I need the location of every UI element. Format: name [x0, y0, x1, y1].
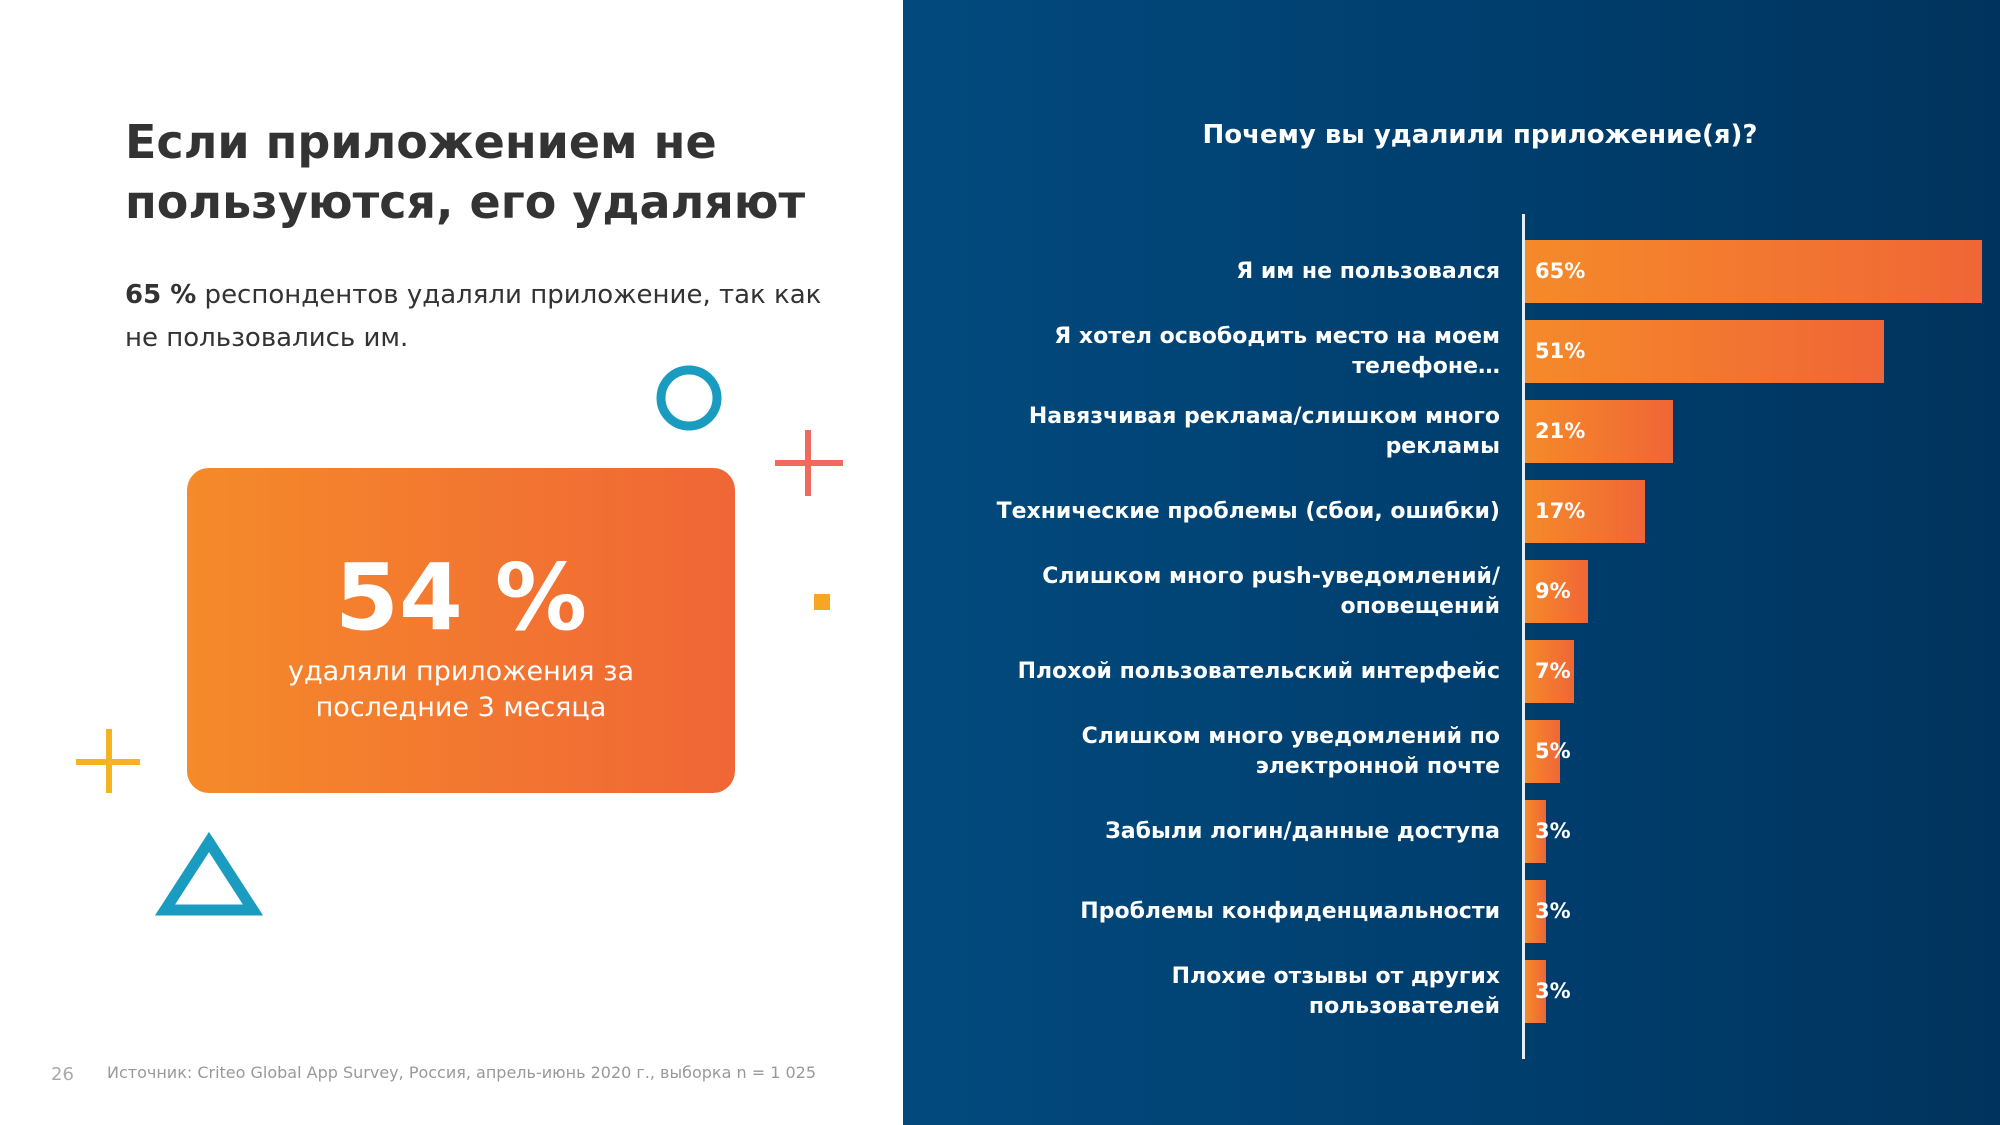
bar: [1525, 720, 1561, 783]
highlight-card: 54 % удаляли приложения за последние 3 м…: [187, 468, 735, 793]
circle-decoration-icon: [656, 365, 722, 431]
category-label-text: Навязчивая реклама/слишком много рекламы: [1028, 403, 1500, 459]
bar-value-label: 3%: [1535, 899, 1571, 923]
category-label: Технические проблемы (сбои, ошибки): [980, 480, 1500, 543]
square-decoration-icon: [814, 594, 830, 610]
category-label-text: Слишком много push-уведомлений/оповещени…: [1042, 563, 1500, 619]
category-label-text: Я хотел освободить место на моем телефон…: [1054, 323, 1500, 379]
highlight-text-line: удаляли приложения за: [287, 656, 635, 687]
bar: [1525, 240, 1982, 303]
category-label-text: Плохой пользовательский интерфейс: [1017, 658, 1500, 684]
highlight-text: удаляли приложения за последние 3 месяца: [187, 654, 735, 726]
highlight-value: 54 %: [334, 544, 588, 651]
category-label-text: Проблемы конфиденциальности: [1080, 898, 1500, 924]
subtitle-highlight: 65 %: [125, 280, 197, 310]
category-label: Слишком много уведомлений по электронной…: [980, 720, 1500, 783]
bar: [1525, 480, 1645, 543]
bar-value-label: 51%: [1535, 339, 1586, 363]
category-label-text: Я им не пользовался: [1236, 258, 1500, 284]
left-panel: Если приложением не пользуются, его удал…: [0, 0, 903, 1125]
bar-value-label: 3%: [1535, 819, 1571, 843]
category-label-text: Технические проблемы (сбои, ошибки): [996, 498, 1500, 524]
category-label-text: Слишком много уведомлений по электронной…: [1081, 723, 1500, 779]
bar: [1525, 400, 1673, 463]
subtitle: 65 % респондентов удаляли приложение, та…: [125, 274, 825, 360]
bar: [1525, 320, 1884, 383]
title-line: Если приложением не: [125, 115, 717, 169]
chart-title: Почему вы удалили приложение(я)?: [1202, 120, 1758, 150]
plus-decoration-icon: [76, 729, 140, 793]
bar-value-label: 7%: [1535, 659, 1571, 683]
category-label: Навязчивая реклама/слишком много рекламы: [980, 400, 1500, 463]
category-label: Проблемы конфиденциальности: [980, 880, 1500, 943]
category-label-text: Забыли логин/данные доступа: [1105, 818, 1500, 844]
bar-value-label: 3%: [1535, 979, 1571, 1003]
category-label: Слишком много push-уведомлений/оповещени…: [980, 560, 1500, 623]
bar: [1525, 560, 1589, 623]
bar-value-label: 17%: [1535, 499, 1586, 523]
bar-value-label: 21%: [1535, 419, 1586, 443]
page-number: 26: [51, 1064, 74, 1085]
bar: [1525, 800, 1547, 863]
triangle-decoration-icon: [155, 832, 263, 916]
category-label: Я хотел освободить место на моем телефон…: [980, 320, 1500, 383]
page-title: Если приложением не пользуются, его удал…: [125, 112, 805, 232]
category-label-text: Плохие отзывы от других пользователей: [1171, 963, 1500, 1019]
highlight-text-line: последние 3 месяца: [315, 692, 607, 723]
category-label: Я им не пользовался: [980, 240, 1500, 303]
title-line: пользуются, его удаляют: [125, 175, 806, 229]
category-label: Забыли логин/данные доступа: [980, 800, 1500, 863]
bar-value-label: 65%: [1535, 259, 1586, 283]
bar-value-label: 9%: [1535, 579, 1571, 603]
bar-value-label: 5%: [1535, 739, 1571, 763]
plus-decoration-icon: [775, 430, 843, 496]
bar: [1525, 960, 1547, 1023]
bar: [1525, 880, 1547, 943]
source-note: Источник: Criteo Global App Survey, Росс…: [107, 1063, 816, 1082]
category-label: Плохие отзывы от других пользователей: [980, 960, 1500, 1023]
chart-axis: [1522, 214, 1525, 1059]
chart-panel: [903, 0, 2000, 1125]
bar: [1525, 640, 1575, 703]
category-label: Плохой пользовательский интерфейс: [980, 640, 1500, 703]
subtitle-text: респондентов удаляли приложение, так как…: [125, 280, 822, 353]
